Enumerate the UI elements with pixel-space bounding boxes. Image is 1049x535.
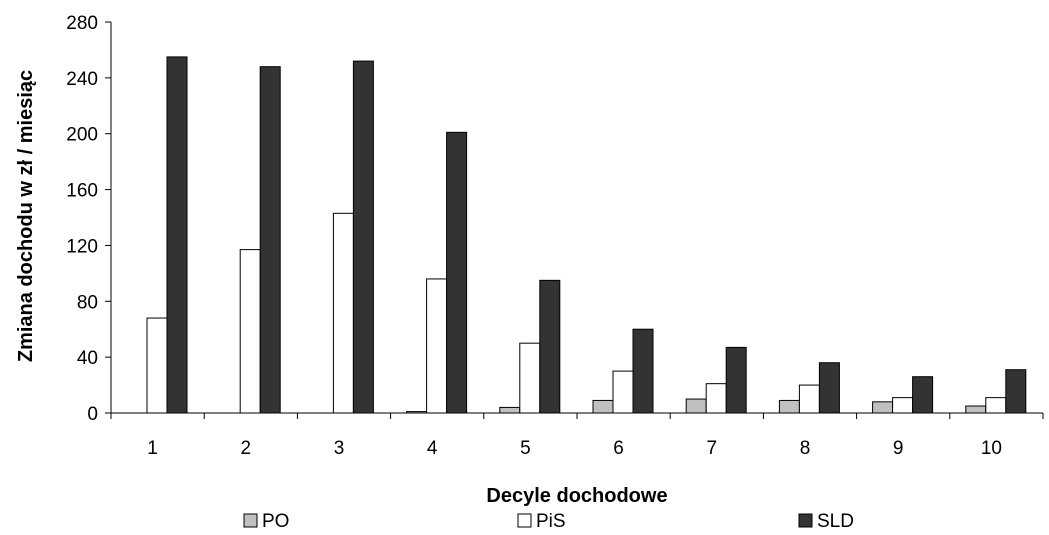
bar-sld-5 bbox=[539, 279, 561, 414]
bar-sld-9 bbox=[912, 376, 934, 414]
bar-sld-1 bbox=[166, 56, 188, 414]
x-axis-title: Decyle dochodowe bbox=[486, 485, 667, 507]
bar-pis-6 bbox=[612, 370, 634, 414]
x-tick-label: 5 bbox=[520, 438, 531, 459]
y-tick-label: 280 bbox=[66, 13, 98, 34]
bars-group bbox=[146, 56, 1027, 414]
legend-label-po: PO bbox=[262, 511, 289, 532]
bar-sld-8 bbox=[818, 362, 840, 414]
y-ticks-group: 0 40 80 120 160 200 240 280 bbox=[66, 13, 111, 425]
x-tick-label: 4 bbox=[427, 438, 438, 459]
y-tick-label: 80 bbox=[77, 292, 98, 313]
x-tick-label: 3 bbox=[334, 438, 345, 459]
bar-po-8 bbox=[778, 399, 800, 414]
y-tick-label: 160 bbox=[66, 181, 98, 202]
bar-po-7 bbox=[685, 398, 707, 414]
bar-po-9 bbox=[872, 401, 894, 414]
bar-pis-10 bbox=[985, 397, 1007, 414]
bar-sld-2 bbox=[259, 66, 281, 414]
bar-pis-4 bbox=[426, 278, 448, 414]
legend-label-pis: PiS bbox=[536, 511, 566, 532]
x-tick-label: 2 bbox=[241, 438, 252, 459]
bar-pis-8 bbox=[798, 384, 820, 414]
y-tick-label: 0 bbox=[87, 404, 98, 425]
legend-label-sld: SLD bbox=[817, 511, 854, 532]
bar-sld-4 bbox=[446, 131, 468, 414]
y-tick-label: 40 bbox=[77, 348, 98, 369]
y-tick-label: 240 bbox=[66, 69, 98, 90]
bar-sld-3 bbox=[352, 60, 374, 414]
legend: PO PiS SLD bbox=[243, 511, 854, 532]
x-tick-label: 7 bbox=[707, 438, 718, 459]
bar-pis-1 bbox=[146, 317, 168, 414]
bar-pis-9 bbox=[892, 397, 914, 414]
x-tick-label: 1 bbox=[147, 438, 158, 459]
y-axis-title: Zmiana dochodu w zł / miesiąc bbox=[15, 70, 37, 362]
bar-pis-2 bbox=[239, 249, 261, 414]
y-tick-label: 200 bbox=[66, 125, 98, 146]
bar-sld-6 bbox=[632, 328, 654, 414]
legend-swatch-pis bbox=[517, 513, 532, 528]
x-ticks-group: 1 2 3 4 5 6 7 8 9 10 bbox=[110, 413, 1044, 459]
bar-pis-7 bbox=[705, 383, 727, 414]
legend-swatch-sld bbox=[798, 513, 813, 528]
y-tick-label: 120 bbox=[66, 236, 98, 257]
x-tick-label: 10 bbox=[981, 438, 1002, 459]
bar-sld-7 bbox=[725, 346, 747, 414]
bar-pis-5 bbox=[519, 342, 541, 414]
bar-pis-3 bbox=[332, 212, 354, 414]
x-tick-label: 9 bbox=[893, 438, 904, 459]
x-tick-label: 8 bbox=[800, 438, 811, 459]
bar-po-5 bbox=[499, 406, 521, 414]
legend-swatch-po bbox=[243, 513, 258, 528]
bar-po-6 bbox=[592, 399, 614, 414]
bar-po-10 bbox=[965, 405, 987, 414]
bar-sld-10 bbox=[1005, 369, 1027, 414]
x-tick-label: 6 bbox=[613, 438, 624, 459]
